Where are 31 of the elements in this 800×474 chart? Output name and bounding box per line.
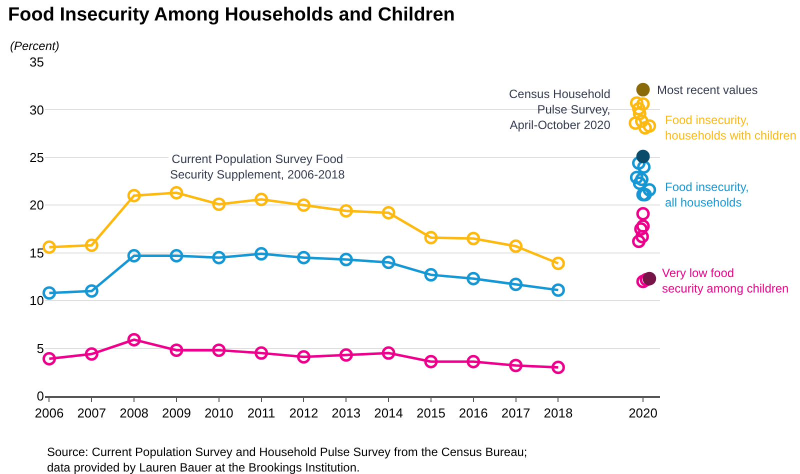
y-tick-label: 25 <box>30 150 44 165</box>
y-tick-label: 10 <box>30 293 44 308</box>
chart-title: Food Insecurity Among Households and Children <box>8 4 455 26</box>
annotation: Census Household Pulse Survey, April-October 2020 <box>509 87 611 132</box>
x-tick-label: 2009 <box>162 406 191 421</box>
y-tick-label: 15 <box>30 245 44 260</box>
x-tick-label: 2008 <box>120 406 149 421</box>
x-tick-label: 2017 <box>501 406 530 421</box>
series-label: Very low food security among children <box>662 266 789 296</box>
x-tick-label: 2006 <box>34 406 64 421</box>
x-tick-label: 2015 <box>416 406 446 421</box>
chart-subtitle: (Percent) <box>10 39 60 53</box>
annotation: Current Population Survey Food Security Supplement, 2006-2018 <box>170 152 346 182</box>
y-tick-label: 35 <box>30 54 44 70</box>
series-label: Food insecurity, households with children <box>665 113 796 143</box>
x-tick-label: 2014 <box>374 406 404 421</box>
x-tick-label: 2013 <box>332 406 361 421</box>
source-note: Source: Current Population Survey and Household Pulse Survey from the Census Bureau; data provided by Lauren Bauer at the Brookings Institution. <box>47 445 528 474</box>
x-tick-label: 2007 <box>77 406 106 421</box>
y-tick-label: 20 <box>30 198 44 213</box>
x-tick-label: 2012 <box>289 406 318 421</box>
y-tick-label: 0 <box>36 388 44 404</box>
x-tick-label: 2016 <box>458 406 488 421</box>
x-tick-label: 2011 <box>247 406 276 421</box>
series-label: Food insecurity, all households <box>665 180 749 210</box>
x-tick-label: 2020 <box>628 406 658 421</box>
y-tick-label: 5 <box>36 340 44 356</box>
annotation: Most recent values <box>657 83 758 97</box>
x-tick-label: 2010 <box>204 406 234 421</box>
y-tick-label: 30 <box>30 102 44 118</box>
x-tick-label: 2018 <box>544 406 573 421</box>
